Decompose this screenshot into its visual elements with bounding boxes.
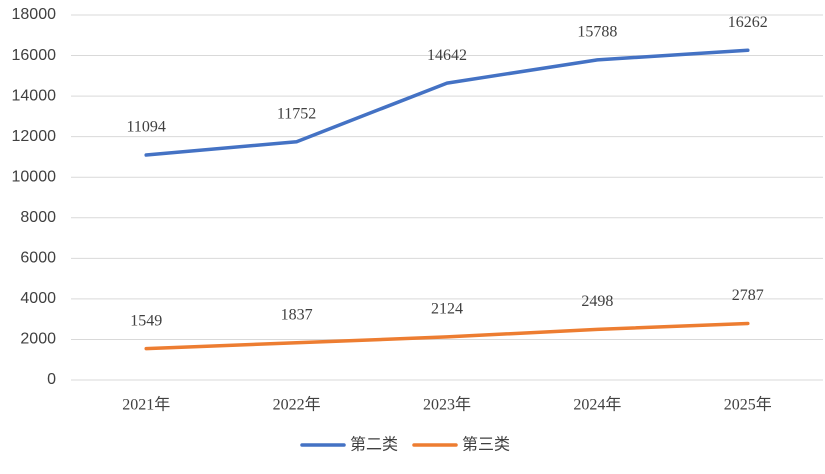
x-tick-label: 2023年 — [423, 396, 471, 414]
series-line — [144, 321, 750, 351]
y-tick-label: 8000 — [20, 209, 56, 226]
y-tick-label: 10000 — [12, 168, 57, 185]
y-tick-label: 2000 — [20, 331, 56, 348]
data-label: 15788 — [577, 24, 617, 41]
data-label: 2124 — [431, 301, 463, 318]
y-tick-label: 6000 — [20, 250, 56, 267]
data-label: 14642 — [427, 47, 467, 64]
series-line — [144, 48, 750, 157]
x-tick-label: 2021年 — [122, 396, 170, 414]
data-label: 11752 — [277, 105, 316, 122]
legend-label: 第二类 — [350, 436, 398, 454]
data-label: 1549 — [130, 312, 162, 329]
y-tick-label: 4000 — [20, 290, 56, 307]
y-tick-label: 16000 — [12, 47, 57, 64]
data-label: 2787 — [732, 287, 764, 304]
data-label: 2498 — [581, 293, 613, 310]
x-tick-label: 2022年 — [273, 396, 321, 414]
y-tick-label: 0 — [47, 371, 56, 388]
y-tick-label: 18000 — [12, 6, 57, 23]
data-label: 1837 — [281, 306, 313, 323]
x-tick-label: 2025年 — [724, 396, 772, 414]
data-label: 16262 — [728, 14, 768, 31]
y-tick-label: 12000 — [12, 128, 57, 145]
legend-label: 第三类 — [462, 436, 510, 454]
x-tick-label: 2024年 — [573, 396, 621, 414]
data-label: 11094 — [126, 119, 165, 136]
y-tick-label: 14000 — [12, 87, 57, 104]
